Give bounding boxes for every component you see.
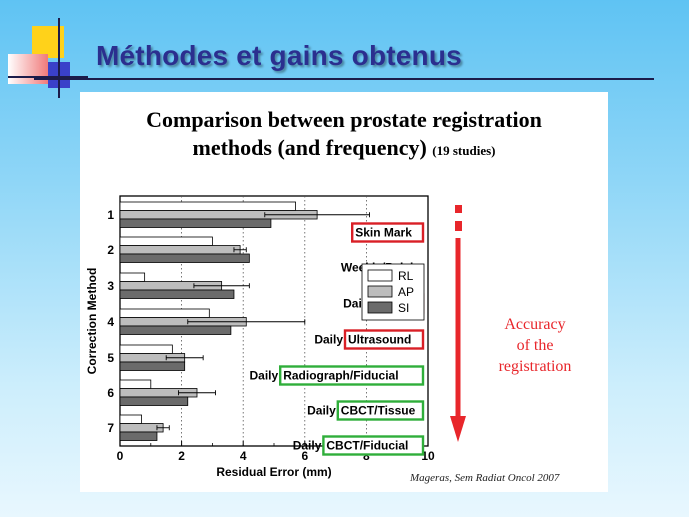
slide-title: Méthodes et gains obtenus: [96, 40, 462, 71]
y-tick-label: 5: [107, 351, 114, 365]
y-tick-label: 7: [107, 421, 114, 435]
figure-heading-line2: methods (and frequency): [192, 135, 427, 160]
arrow-dash: [455, 221, 462, 231]
method-box-red: [351, 222, 425, 243]
x-tick-label: 0: [117, 449, 124, 463]
x-axis-label: Residual Error (mm): [216, 465, 331, 479]
bar-rl: [119, 272, 146, 282]
x-tick-label: 10: [421, 449, 435, 463]
method-label: Skin Mark: [355, 226, 412, 240]
legend-label: SI: [398, 301, 409, 315]
y-tick-label: 4: [107, 315, 114, 329]
bar-rl: [119, 236, 213, 246]
decor-horizontal-line: [8, 76, 88, 78]
y-axis-label: Correction Method: [85, 268, 99, 375]
figure-panel: Comparison between prostate registration…: [80, 92, 608, 492]
y-tick-label: 1: [107, 208, 114, 222]
legend-label: AP: [398, 285, 414, 299]
figure-heading-line1: Comparison between prostate registration: [146, 107, 542, 132]
method-label: CBCT/Tissue: [341, 404, 416, 418]
arrow-dash: [455, 205, 462, 213]
bar-si: [119, 325, 232, 335]
y-tick-label: 2: [107, 243, 114, 257]
figure-heading: Comparison between prostate registration…: [80, 106, 608, 165]
bar-chart: 0 2 4 6 8 10 Residual Error (mm) Correction Met…: [85, 195, 466, 479]
bar-rl: [119, 414, 142, 424]
figure-heading-studies: (19 studies): [432, 143, 496, 158]
method-box-red: [343, 329, 425, 350]
y-tick-label: 6: [107, 386, 114, 400]
legend-swatch: [367, 269, 393, 282]
method-box-green: [322, 435, 425, 456]
legend-swatch: [367, 285, 393, 298]
bar-rl: [119, 308, 210, 318]
title-underline: [34, 78, 654, 80]
method-box-green: [336, 400, 425, 421]
bar-si: [119, 431, 158, 441]
x-tick-label: 2: [178, 449, 185, 463]
bar-ap: [119, 245, 241, 255]
method-box-green: [278, 365, 425, 386]
decor-vertical-line: [58, 18, 60, 98]
x-tick-label: 6: [301, 449, 308, 463]
bar-si: [119, 361, 186, 371]
annotation-line3: registration: [498, 358, 572, 375]
method-prefix: Daily: [293, 439, 322, 453]
bar-si: [119, 396, 189, 406]
accuracy-annotation: Accuracy of the registration: [480, 314, 590, 377]
annotation-line2: of the: [516, 337, 554, 354]
y-tick-label: 3: [107, 279, 114, 293]
method-prefix: Daily: [307, 404, 336, 418]
method-prefix: Daily: [314, 333, 343, 347]
legend-label: RL: [398, 269, 414, 283]
bar-rl: [119, 201, 296, 211]
arrow-head: [450, 416, 466, 442]
bar-rl: [119, 379, 152, 389]
method-prefix: Daily: [250, 369, 279, 383]
annotation-line1: Accuracy: [504, 316, 566, 333]
bar-si: [119, 289, 235, 299]
x-tick-label: 8: [363, 449, 370, 463]
bar-rl: [119, 344, 173, 354]
method-label: Radiograph/Fiducial: [283, 369, 398, 383]
method-label: CBCT/Fiducial: [326, 439, 408, 453]
legend-swatch: [367, 301, 393, 314]
citation: Mageras, Sem Radiat Oncol 2007: [410, 472, 560, 484]
bar-si: [119, 218, 272, 228]
method-label: Ultrasound: [348, 333, 411, 347]
x-tick-label: 4: [240, 449, 247, 463]
bar-si: [119, 253, 250, 263]
